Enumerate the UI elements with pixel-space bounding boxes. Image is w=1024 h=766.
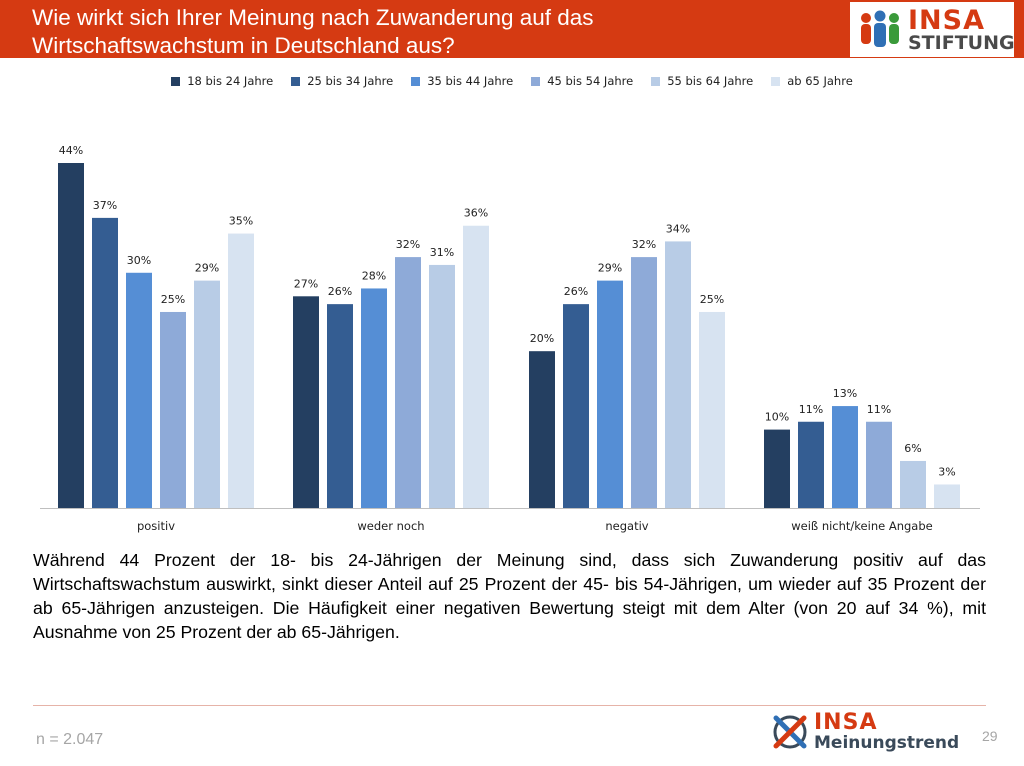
bar (866, 421, 892, 508)
legend-swatch (171, 76, 181, 86)
bar-value-label: 3% (938, 465, 955, 478)
bar-value-label: 34% (666, 222, 690, 235)
bar-value-label: 32% (396, 238, 420, 251)
bar-value-label: 35% (229, 215, 253, 228)
bar-value-label: 13% (833, 387, 857, 400)
bar (699, 311, 725, 508)
page-title: Wie wirkt sich Ihrer Meinung nach Zuwand… (32, 4, 832, 60)
legend-label: 18 bis 24 Jahre (187, 74, 274, 88)
title-line-1: Wie wirkt sich Ihrer Meinung nach Zuwand… (32, 5, 594, 30)
bar-value-label: 20% (530, 332, 554, 345)
footer-logo-sub: Meinungstrend (814, 733, 960, 753)
bar (798, 421, 824, 508)
bar-value-label: 31% (430, 246, 454, 259)
bar-value-label: 25% (161, 293, 185, 306)
bar-value-label: 44% (59, 144, 83, 157)
bar (563, 304, 589, 508)
bar-value-label: 11% (867, 403, 891, 416)
footer-logo-brand: INSA (814, 710, 878, 735)
bar-value-label: 26% (564, 285, 588, 298)
bar (934, 484, 960, 508)
logo-sub-text: STIFTUNG (908, 32, 1015, 54)
bar (900, 460, 926, 508)
page-number: 29 (982, 728, 998, 744)
category-label: weiß nicht/keine Angabe (791, 519, 932, 533)
bar (361, 288, 387, 508)
legend-label: ab 65 Jahre (787, 74, 853, 88)
legend-swatch (651, 76, 661, 86)
category-label: weder noch (357, 519, 424, 533)
category-label: negativ (605, 519, 648, 533)
legend-label: 45 bis 54 Jahre (547, 74, 634, 88)
bar-value-label: 29% (195, 262, 219, 275)
bar (764, 429, 790, 508)
people-group-icon (861, 10, 899, 47)
description-text: Während 44 Prozent der 18- bis 24-Jährig… (33, 550, 986, 642)
bar-value-label: 10% (765, 411, 789, 424)
bar (463, 225, 489, 508)
legend-entry: 45 bis 54 Jahre (531, 74, 633, 88)
bar (529, 351, 555, 508)
title-line-2: Wirtschaftswachstum in Deutschland aus? (32, 33, 455, 58)
bar (160, 311, 186, 508)
bar (293, 296, 319, 508)
bar-chart: 44% 37% 30% 25% 29% 35% positiv 27% 26% 28% 32% 31%… (40, 144, 980, 533)
bar (395, 257, 421, 508)
legend-swatch (291, 76, 301, 86)
bar (665, 241, 691, 508)
bar (327, 304, 353, 508)
x-mark-icon (773, 715, 807, 749)
bar-value-label: 25% (700, 293, 724, 306)
bar (832, 406, 858, 508)
bar-value-label: 37% (93, 199, 117, 212)
bar (597, 280, 623, 508)
category-label: positiv (137, 519, 175, 533)
insa-stiftung-logo: INSA STIFTUNG (850, 2, 1015, 57)
bar-value-label: 6% (904, 442, 921, 455)
bar (92, 217, 118, 509)
sample-size: n = 2.047 (36, 731, 104, 748)
bar (228, 233, 254, 508)
insa-meinungstrend-logo: INSA Meinungstrend (770, 710, 970, 760)
legend-entry: 35 bis 44 Jahre (411, 74, 513, 88)
bar-value-label: 36% (464, 207, 488, 220)
legend-entry: 55 bis 64 Jahre (651, 74, 753, 88)
legend-swatch (771, 76, 781, 86)
bar-value-label: 29% (598, 262, 622, 275)
legend-label: 55 bis 64 Jahre (667, 74, 754, 88)
bar (194, 280, 220, 508)
bar-value-label: 28% (362, 269, 386, 282)
legend-label: 25 bis 34 Jahre (307, 74, 394, 88)
bar-value-label: 30% (127, 254, 151, 267)
bar-value-label: 32% (632, 238, 656, 251)
legend-label: 35 bis 44 Jahre (427, 74, 514, 88)
legend-swatch (411, 76, 421, 86)
bar-value-label: 11% (799, 403, 823, 416)
footer-divider (33, 705, 986, 706)
header-bar: Wie wirkt sich Ihrer Meinung nach Zuwand… (0, 0, 1024, 58)
bar-value-label: 27% (294, 277, 318, 290)
bar (58, 163, 84, 508)
logo-brand-text: INSA (908, 5, 985, 36)
legend-entry: 25 bis 34 Jahre (291, 74, 393, 88)
bar-value-label: 26% (328, 285, 352, 298)
bar (631, 257, 657, 508)
legend-entry: ab 65 Jahre (771, 74, 853, 88)
legend-entry: 18 bis 24 Jahre (171, 74, 273, 88)
bar (429, 264, 455, 508)
chart-legend: 18 bis 24 Jahre 25 bis 34 Jahre 35 bis 44 … (0, 74, 1024, 88)
legend-swatch (531, 76, 541, 86)
bar (126, 272, 152, 508)
